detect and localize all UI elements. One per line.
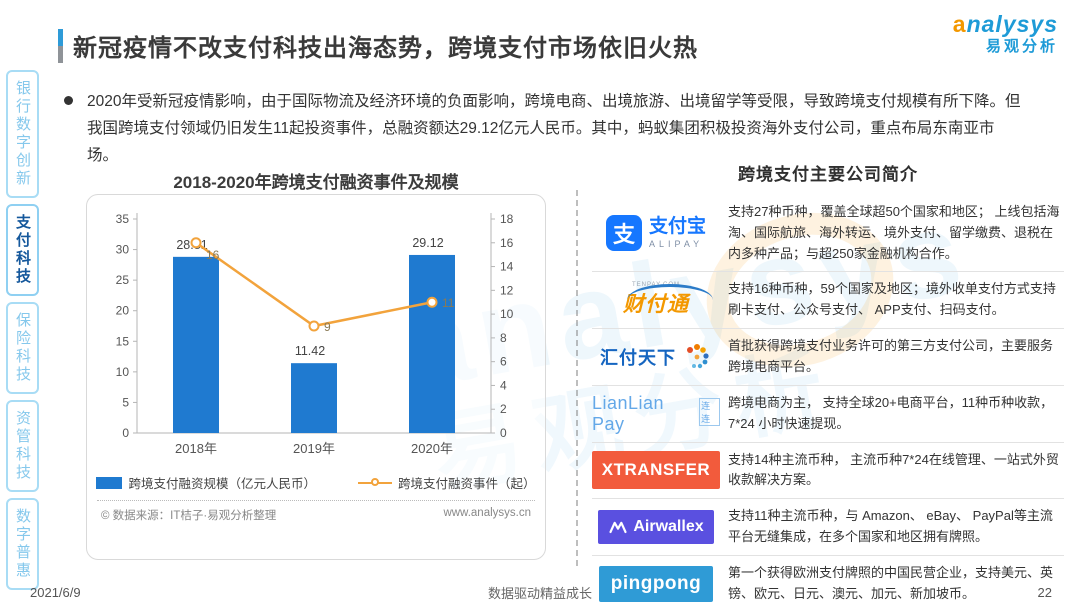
svg-text:20: 20 [116,304,130,318]
bullet-icon [64,96,73,105]
svg-text:11.42: 11.42 [295,344,325,358]
company-row-xtransfer: XTRANSFER 支持14种主流币种， 主流币种7*24在线管理、一站式外贸收… [591,443,1064,500]
company-row-tenpay: TENPAY.COM 财付通 支持16种币种，59个国家及地区；境外收单支付方式… [592,272,1064,329]
companies-heading: 跨境支付主要公司简介 [738,165,918,184]
svg-text:0: 0 [500,426,507,440]
svg-text:30: 30 [116,243,130,257]
line-legend-swatch [358,478,392,486]
company-desc: 支持14种主流币种， 主流币种7*24在线管理、一站式外贸收款解决方案。 [728,451,1059,488]
analysys-logo-wordmark: analysys [952,11,1058,37]
vertical-dashed-divider [576,190,578,566]
company-desc: 首批获得跨境支付业务许可的第三方支付公司，主要服务跨境电商平台。 [728,337,1054,374]
svg-text:16: 16 [206,248,220,262]
airwallex-logo-text: Airwallex [633,517,704,535]
footer: 2021/6/9 数据驱动精益成长 22 [0,583,1080,602]
svg-text:10: 10 [500,307,514,321]
svg-text:2018年: 2018年 [175,441,217,456]
svg-text:25: 25 [116,273,130,287]
svg-text:10: 10 [116,365,130,379]
svg-text:12: 12 [500,283,514,297]
company-row-airwallex: Airwallex 支持11种主流币种，与 Amazon、 eBay、 PayP… [592,499,1064,556]
legend-item-line: 跨境支付融资事件（起） [358,473,536,492]
summary-paragraph: 2020年受新冠疫情影响，由于国际物流及经济环境的负面影响，跨境电商、出境旅游、… [64,88,1024,169]
svg-text:2019年: 2019年 [293,441,335,456]
svg-text:5: 5 [122,395,129,409]
svg-text:8: 8 [500,331,507,345]
header: 新冠疫情不改支付科技出海态势，跨境支付市场依旧火热 [58,28,698,63]
svg-text:0: 0 [122,426,129,440]
bar-line-chart: 0510152025303502468101214161828.8111.422… [116,212,514,456]
svg-text:2: 2 [500,402,507,416]
lianlian-logo-text: LianLian Pay [592,392,665,434]
company-desc: 支持16种币种，59个国家及地区；境外收单支付方式支持刷卡支付、公众号支付、 A… [728,281,1056,318]
page-title: 新冠疫情不改支付科技出海态势，跨境支付市场依旧火热 [73,35,698,62]
alipay-logo-cn: 支付宝 [648,216,706,238]
chart-source-row: © 数据来源：IT桔子·易观分析整理 www.analysys.cn [97,500,535,523]
line-legend-label: 跨境支付融资事件（起） [398,477,536,491]
huifu-logo: 汇付天下 [600,342,712,372]
company-row-huifu: 汇付天下 首批获得跨境支付业务许可的第三方支付公司，主要服务跨境电商平台。 [592,329,1064,386]
svg-text:18: 18 [500,212,514,226]
svg-text:15: 15 [116,334,130,348]
svg-text:35: 35 [116,212,130,226]
sidebar-item-insurance-tech[interactable]: 保险科技 [6,302,39,394]
company-row-lianlian: LianLian Pay 连连 跨境电商为主， 支持全球20+电商平台，11种币… [592,386,1064,443]
svg-text:16: 16 [500,236,514,250]
footer-date: 2021/6/9 [30,585,81,600]
companies-panel: 跨境支付主要公司简介 支 支付宝 ALIPAY 支持27种币种，覆盖全球超50个… [591,160,1064,608]
chart-title: 2018-2020年跨境支付融资事件及规模 [173,173,459,192]
svg-text:9: 9 [324,320,331,334]
pingpong-logo: pingpong [598,565,714,602]
company-desc: 支持27种币种，覆盖全球超50个国家和地区； 上线包括海淘、国际航旅、海外转运、… [728,204,1060,261]
bar-legend-swatch [96,476,123,489]
alipay-icon: 支 [605,215,642,252]
footer-slogan: 数据驱动精益成长 [487,586,592,601]
sidebar-item-payment-tech[interactable]: 支付科技 [6,204,39,296]
chart-card: 0510152025303502468101214161828.8111.422… [86,194,546,560]
huifu-logo-text: 汇付天下 [600,347,676,368]
sidebar-item-digital-inclusion[interactable]: 数字普惠 [6,498,39,590]
alipay-logo-en: ALIPAY [648,239,704,250]
bar-legend-label: 跨境支付融资规模（亿元人民币） [128,477,316,491]
legend-item-bar: 跨境支付融资规模（亿元人民币） [96,473,316,492]
lianlian-logo: LianLian Pay 连连 [592,393,720,435]
airwallex-logo: Airwallex [598,509,714,544]
summary-text: 2020年受新冠疫情影响，由于国际物流及经济环境的负面影响，跨境电商、出境旅游、… [87,93,1021,165]
analysys-logo: analysys 易观分析 [952,11,1058,56]
section-sidebar: 银行数字创新 支付科技 保险科技 资管科技 数字普惠 [6,70,39,590]
sidebar-item-bank-digital[interactable]: 银行数字创新 [6,70,39,198]
huifu-swirl-icon [687,343,709,368]
svg-text:14: 14 [500,260,514,274]
company-desc: 第一个获得欧洲支付牌照的中国民营企业，支持美元、英镑、欧元、日元、澳元、加元、新… [728,564,1054,601]
title-accent-bar [58,28,63,63]
analysys-logo-chinese: 易观分析 [985,38,1058,56]
svg-text:2020年: 2020年 [411,441,453,456]
svg-text:4: 4 [500,378,507,392]
chart-legend: 跨境支付融资规模（亿元人民币） 跨境支付融资事件（起） [87,473,545,492]
svg-text:29.12: 29.12 [412,236,443,250]
sidebar-item-asset-mgmt-tech[interactable]: 资管科技 [6,400,39,492]
company-desc: 跨境电商为主， 支持全球20+电商平台，11种币种收款，7*24 小时快速提现。 [728,394,1054,431]
company-row-alipay: 支 支付宝 ALIPAY 支持27种币种，覆盖全球超50个国家和地区； 上线包括… [592,195,1064,273]
company-row-pingpong: pingpong 第一个获得欧洲支付牌照的中国民营企业，支持美元、英镑、欧元、日… [592,556,1064,608]
data-source-text: © 数据来源：IT桔子·易观分析整理 [101,510,277,522]
tenpay-logo: TENPAY.COM 财付通 [623,282,713,318]
svg-text:11: 11 [442,296,455,310]
tenpay-arc-icon [627,284,713,300]
page-number: 22 [1037,585,1052,600]
svg-text:6: 6 [500,355,507,369]
alipay-logo: 支 支付宝 ALIPAY [605,215,706,252]
xtransfer-logo: XTRANSFER [591,451,721,490]
lianlian-logo-cn: 连连 [699,397,720,426]
analysys-url: www.analysys.cn [443,507,531,519]
company-desc: 支持11种主流币种，与 Amazon、 eBay、 PayPal等主流平台无缝集… [728,508,1053,544]
airwallex-wave-icon [609,521,627,534]
